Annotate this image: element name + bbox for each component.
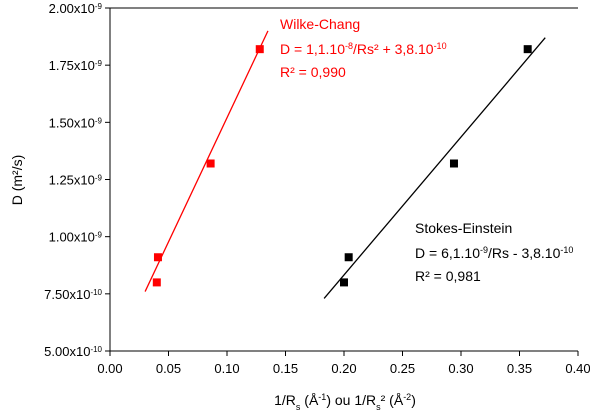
y-tick-label: 7.50x10-10 bbox=[44, 287, 102, 302]
fit-line bbox=[323, 37, 546, 299]
series-label: Stokes-Einstein bbox=[415, 220, 512, 236]
y-tick-label: 1.25x10-9 bbox=[49, 173, 103, 188]
y-axis-label: D (m²/s) bbox=[9, 155, 25, 206]
x-axis-label: 1/Rs (Å-1) ou 1/Rs² (Å-2) bbox=[274, 392, 416, 412]
x-tick-label: 0.25 bbox=[390, 361, 415, 376]
text-part: 1.25x10 bbox=[49, 173, 95, 188]
text-part: 7.50x10 bbox=[44, 287, 90, 302]
text-part: -9 bbox=[95, 2, 103, 11]
point bbox=[344, 253, 353, 262]
x-tick-label: 0.30 bbox=[448, 361, 473, 376]
equation: D = 6,1.10-9/Rs - 3,8.10-10 bbox=[415, 245, 573, 261]
text-part: -10 bbox=[434, 41, 447, 51]
text-part: -9 bbox=[95, 230, 103, 239]
y-tick-label: 1.50x10-9 bbox=[49, 115, 103, 130]
text-part: -9 bbox=[480, 245, 488, 255]
text-part: ² (Å bbox=[381, 392, 404, 408]
point bbox=[255, 45, 264, 54]
text-part: 1.50x10 bbox=[49, 115, 95, 130]
text-part: -9 bbox=[95, 59, 103, 68]
text-part: D = 1,1.10 bbox=[280, 41, 345, 57]
text-part: 5.00x10 bbox=[44, 344, 90, 359]
y-tick-label: 1.75x10-9 bbox=[49, 58, 103, 73]
text-part: 1/R bbox=[274, 392, 296, 408]
x-tick-label: 0.15 bbox=[273, 361, 298, 376]
series-label: Wilke-Chang bbox=[280, 16, 360, 32]
r-squared: R² = 0,981 bbox=[415, 268, 481, 284]
text-part: /Rs - 3,8.10 bbox=[488, 245, 561, 261]
text-part: ) bbox=[411, 392, 416, 408]
text-part: -8 bbox=[345, 41, 353, 51]
text-part: -9 bbox=[95, 116, 103, 125]
text-part: -10 bbox=[560, 245, 573, 255]
text-part: 1.75x10 bbox=[49, 58, 95, 73]
point bbox=[340, 278, 348, 287]
y-tick-label: 2.00x10-9 bbox=[49, 1, 103, 16]
x-tick-label: 0.05 bbox=[156, 361, 181, 376]
point bbox=[152, 278, 161, 287]
text-part: -9 bbox=[95, 173, 103, 182]
point bbox=[449, 159, 458, 168]
text-part: ) ou 1/R bbox=[326, 392, 376, 408]
text-part: -2 bbox=[403, 392, 411, 402]
x-tick-label: 0.20 bbox=[331, 361, 356, 376]
text-part: 1.00x10 bbox=[49, 230, 95, 245]
text-part: /Rs² + 3,8.10 bbox=[353, 41, 434, 57]
fit-line bbox=[144, 30, 269, 292]
equation: D = 1,1.10-8/Rs² + 3,8.10-10 bbox=[280, 41, 447, 57]
text-part: -10 bbox=[90, 345, 102, 354]
x-tick-label: 0.35 bbox=[507, 361, 532, 376]
r-squared: R² = 0,990 bbox=[280, 64, 346, 80]
x-tick-label: 0.10 bbox=[214, 361, 239, 376]
x-tick-label: 0.00 bbox=[97, 361, 122, 376]
text-part: -10 bbox=[90, 287, 102, 296]
text-part: s bbox=[296, 402, 301, 412]
point bbox=[206, 159, 215, 168]
text-part: (Å bbox=[300, 392, 319, 408]
y-tick-label: 5.00x10-10 bbox=[44, 344, 102, 359]
y-tick-label: 1.00x10-9 bbox=[49, 230, 103, 245]
text-part: -1 bbox=[318, 392, 326, 402]
text-part: D = 6,1.10 bbox=[415, 245, 480, 261]
point bbox=[153, 253, 162, 262]
text-part: 2.00x10 bbox=[49, 1, 95, 16]
x-tick-label: 0.40 bbox=[565, 361, 590, 376]
text-part: s bbox=[376, 402, 381, 412]
point bbox=[523, 45, 532, 54]
